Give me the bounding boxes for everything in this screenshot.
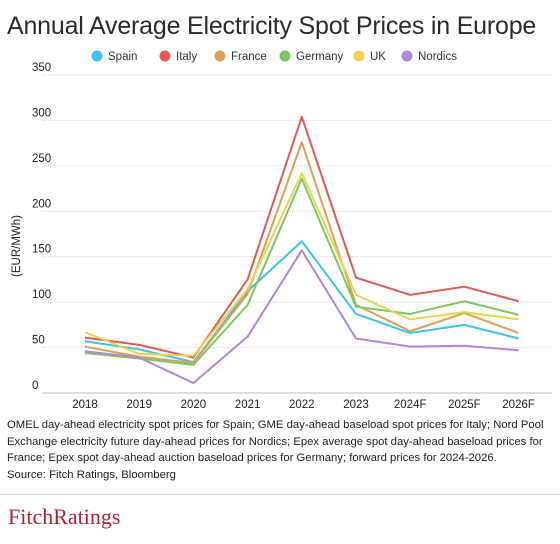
legend-label-spain: Spain [108, 51, 137, 63]
y-tick-label: 50 [32, 335, 45, 347]
y-axis-ticks: 0 50 100 150 200 250 300 350 [32, 62, 51, 392]
series-line-italy [84, 115, 519, 359]
x-tick-label: 2021 [235, 399, 261, 411]
legend-marker-nordics [401, 50, 413, 62]
x-tick-label: 2026F [502, 399, 535, 411]
series-line-germany [84, 177, 519, 366]
x-tick-label: 2024F [394, 399, 427, 411]
legend-label-germany: Germany [296, 51, 344, 63]
legend-marker-germany [279, 50, 291, 62]
y-tick-label: 250 [32, 153, 51, 165]
y-tick-label: 300 [32, 107, 51, 119]
series-line-nordics [84, 249, 519, 385]
series-line-uk [84, 172, 519, 357]
x-tick-label: 2023 [343, 399, 369, 411]
y-tick-label: 150 [32, 244, 51, 256]
x-tick-label: 2020 [181, 399, 207, 411]
x-tick-label: 2018 [72, 399, 98, 411]
legend-label-france: France [231, 51, 267, 63]
legend-label-uk: UK [370, 51, 386, 63]
y-tick-label: 0 [32, 380, 38, 392]
y-axis-label: (EUR/MWh) [11, 215, 23, 277]
divider [0, 494, 560, 495]
legend-marker-uk [353, 50, 365, 62]
series-lines [84, 115, 519, 385]
y-tick-label: 200 [32, 198, 51, 210]
y-tick-label: 350 [32, 62, 51, 74]
legend-label-italy: Italy [176, 51, 197, 63]
line-chart: Spain Italy France Germany UK Nordics 0 50 100 1… [11, 50, 552, 411]
legend-marker-spain [91, 50, 103, 62]
legend-label-nordics: Nordics [418, 51, 457, 63]
x-tick-label: 2025F [448, 399, 481, 411]
x-axis-ticks: 2018 2019 2020 2021 2022 2023 2024F 2025F 2026F [72, 399, 535, 411]
series-line-france [84, 141, 519, 365]
legend-marker-italy [159, 50, 171, 62]
x-tick-label: 2022 [289, 399, 315, 411]
fitch-ratings-logo: FitchRatings [8, 504, 121, 529]
y-tick-label: 100 [32, 289, 51, 301]
chart-title: Annual Average Electricity Spot Prices i… [7, 12, 537, 40]
footnote-source: Source: Fitch Ratings, Bloomberg [7, 468, 176, 481]
footnote: OMEL day-ahead electricity spot prices f… [7, 417, 553, 483]
footnote-text: OMEL day-ahead electricity spot prices f… [7, 419, 544, 464]
legend-marker-france [214, 50, 226, 62]
x-tick-label: 2019 [126, 399, 152, 411]
legend: Spain Italy France Germany UK Nordics [91, 50, 457, 63]
